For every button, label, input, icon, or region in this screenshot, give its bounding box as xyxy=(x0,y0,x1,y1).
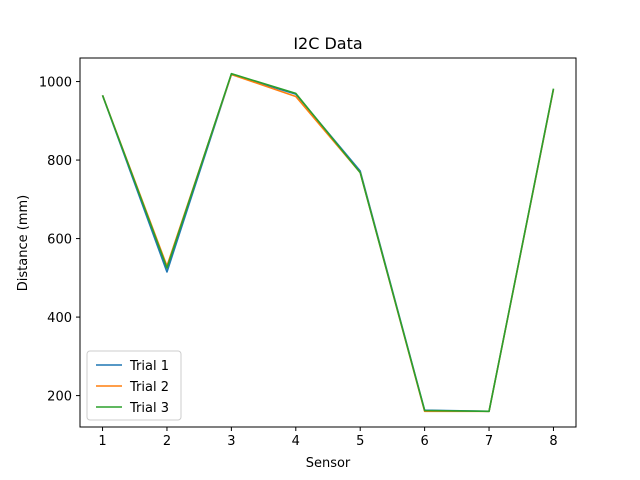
x-axis: 1 2 3 4 5 6 7 8 xyxy=(98,427,558,449)
y-axis: 200 400 600 800 1000 xyxy=(39,76,80,405)
y-tick-label: 400 xyxy=(47,311,72,326)
x-axis-label: Sensor xyxy=(306,456,351,471)
plot-area xyxy=(101,72,555,413)
x-tick-label: 1 xyxy=(98,434,106,449)
x-tick-label: 5 xyxy=(356,434,364,449)
axes-frame xyxy=(79,57,577,428)
legend-label: Trial 3 xyxy=(129,401,169,416)
x-tick-label: 4 xyxy=(292,434,300,449)
x-tick-label: 8 xyxy=(549,434,557,449)
legend-label: Trial 1 xyxy=(129,359,169,374)
y-tick-label: 200 xyxy=(47,390,72,405)
x-tick-label: 7 xyxy=(485,434,493,449)
legend-box xyxy=(86,350,182,421)
series-line-trial-3 xyxy=(101,72,555,413)
y-axis-label: Distance (mm) xyxy=(16,195,31,291)
legend-label: Trial 2 xyxy=(129,380,169,395)
x-tick-label: 3 xyxy=(227,434,235,449)
x-tick-label: 2 xyxy=(163,434,171,449)
y-tick-label: 800 xyxy=(47,154,72,169)
chart-title: I2C Data xyxy=(293,34,362,53)
y-tick-label: 1000 xyxy=(39,76,72,91)
legend: Trial 1 Trial 2 Trial 3 xyxy=(86,350,182,421)
x-tick-label: 6 xyxy=(420,434,428,449)
y-tick-label: 600 xyxy=(47,233,72,248)
